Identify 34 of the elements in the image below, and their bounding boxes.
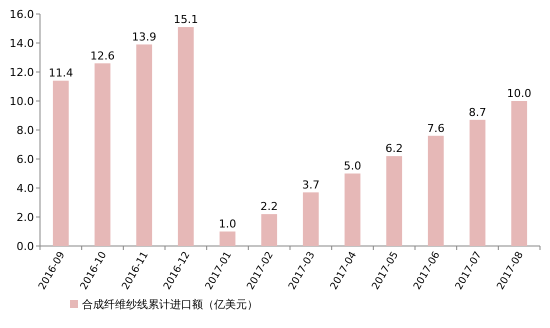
- y-tick-label: 12.0: [10, 66, 34, 79]
- y-tick-label: 10.0: [10, 95, 34, 108]
- bar: [136, 44, 152, 246]
- bar: [52, 80, 69, 246]
- y-tick-label: 16.0: [10, 8, 34, 21]
- bar: [386, 156, 402, 246]
- data-label: 15.1: [174, 13, 198, 26]
- bar: [178, 27, 194, 246]
- data-label: 2.2: [260, 200, 278, 214]
- bar: [261, 214, 278, 246]
- y-tick-label: 0.0: [16, 240, 34, 253]
- data-label: 10.0: [506, 87, 532, 100]
- data-label: 1.0: [218, 218, 236, 230]
- bar: [470, 120, 486, 246]
- bar: [220, 232, 236, 246]
- bar: [511, 101, 528, 246]
- bar: [94, 63, 110, 246]
- data-label: 6.2: [385, 142, 403, 156]
- bar: [428, 136, 444, 246]
- legend-label: 合成纤维纱线累计进口额（亿美元）: [82, 298, 258, 311]
- bar: [302, 192, 319, 246]
- y-tick-label: 4.0: [16, 182, 34, 195]
- y-tick-label: 2.0: [16, 211, 34, 224]
- data-label: 8.7: [468, 106, 486, 119]
- data-label: 3.7: [302, 178, 320, 192]
- y-tick-label: 8.0: [16, 124, 34, 137]
- y-tick-label: 14.0: [10, 37, 34, 50]
- data-label: 13.9: [132, 30, 156, 44]
- data-label: 12.6: [90, 49, 115, 62]
- bar: [344, 174, 360, 246]
- data-label: 11.4: [48, 66, 74, 80]
- data-label: 7.6: [427, 122, 445, 135]
- y-tick-label: 6.0: [16, 153, 34, 166]
- data-label: 5.0: [344, 160, 362, 172]
